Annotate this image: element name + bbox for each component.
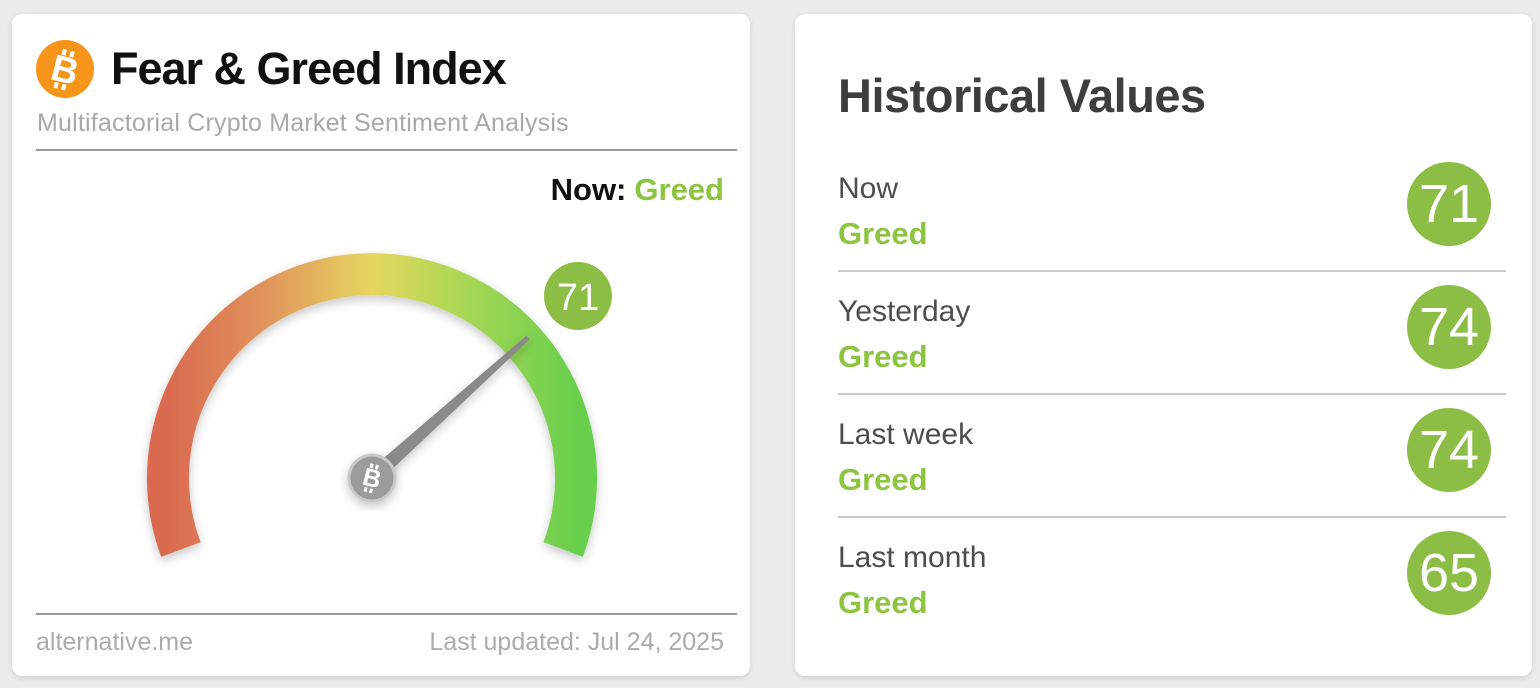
row-label: Last week (838, 418, 974, 451)
fear-greed-header: B Fear & Greed Index (36, 40, 726, 98)
history-row-yesterday: Yesterday Greed 74 (838, 285, 1506, 395)
historical-values-title: Historical Values (838, 69, 1206, 122)
value-badge: 71 (1407, 162, 1491, 246)
current-sentiment: Now: Greed (551, 172, 724, 208)
gauge-arc (147, 253, 597, 557)
last-updated: Last updated: Jul 24, 2025 (429, 628, 724, 656)
now-classification: Greed (634, 172, 724, 207)
row-classification: Greed (838, 339, 928, 374)
page-subtitle: Multifactorial Crypto Market Sentiment A… (37, 109, 569, 137)
gauge-value-badge: 71 (544, 262, 612, 330)
history-row-last-week: Last week Greed 74 (838, 408, 1506, 518)
fear-greed-gauge: B 71 (147, 253, 612, 557)
row-classification: Greed (838, 462, 928, 497)
row-label: Yesterday (838, 295, 971, 328)
historical-values-card: Historical Values Now Greed 71 Yesterday… (795, 14, 1532, 676)
row-label: Last month (838, 541, 987, 574)
source-link[interactable]: alternative.me (36, 628, 194, 656)
row-classification: Greed (838, 585, 928, 620)
gauge-value: 71 (557, 277, 599, 319)
gauge-needle (367, 335, 530, 484)
value-badge: 74 (1407, 408, 1491, 492)
row-label: Now (838, 172, 899, 205)
header-divider (36, 149, 737, 151)
value-badge: 65 (1407, 531, 1491, 615)
now-label: Now: (550, 172, 627, 207)
bitcoin-icon: B (36, 40, 94, 98)
footer-divider (36, 613, 737, 615)
fear-greed-index-card: B Fear & Greed Index Multifactorial Cryp… (12, 14, 750, 676)
gauge-hub-bitcoin-icon: B (347, 453, 397, 503)
history-row-now: Now Greed 71 (838, 162, 1506, 272)
page-title: Fear & Greed Index (111, 43, 507, 94)
history-row-last-month: Last month Greed 65 (838, 531, 1506, 641)
row-classification: Greed (838, 216, 928, 251)
value-badge: 74 (1407, 285, 1491, 369)
card-footer: alternative.me Last updated: Jul 24, 202… (36, 628, 724, 657)
